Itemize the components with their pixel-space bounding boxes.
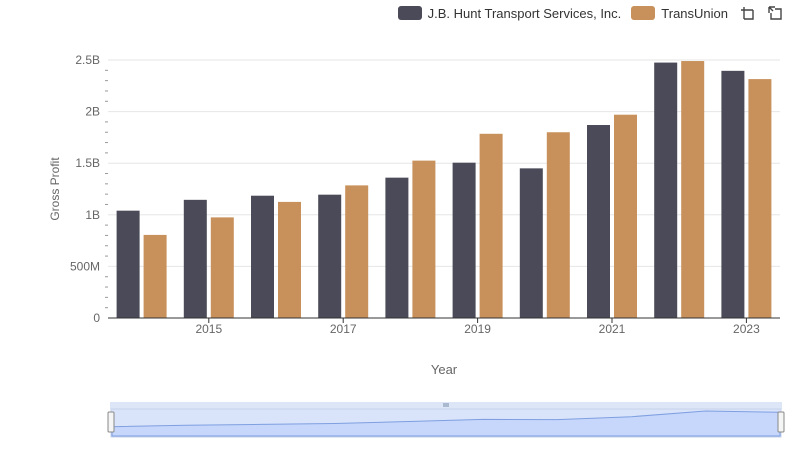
bar[interactable] — [143, 234, 167, 318]
bar[interactable] — [587, 125, 610, 319]
bar[interactable] — [210, 217, 234, 318]
navigator[interactable] — [107, 402, 785, 438]
bar[interactable] — [519, 168, 543, 318]
bar[interactable] — [614, 114, 637, 318]
y-axis-minor-ticks — [105, 69, 108, 309]
bar[interactable] — [452, 162, 476, 318]
legend-item-transunion[interactable]: TransUnion — [631, 6, 728, 21]
x-axis-title: Year — [431, 362, 458, 377]
legend-swatch-transunion — [631, 6, 656, 20]
bar[interactable] — [318, 194, 342, 318]
zoom-select-icon[interactable] — [738, 4, 756, 22]
bar[interactable] — [681, 61, 705, 318]
bar[interactable] — [546, 132, 570, 318]
legend-item-jb-hunt[interactable]: J.B. Hunt Transport Services, Inc. — [397, 5, 622, 21]
legend-label-transunion: TransUnion — [661, 5, 728, 21]
y-axis-ticks: 0 500M 1B 1.5B 2B 2.5B — [70, 53, 100, 325]
y-tick-label: 1.5B — [75, 156, 100, 170]
legend-swatch-jb-hunt — [397, 6, 422, 20]
grid-lines — [108, 59, 780, 267]
bar[interactable] — [183, 199, 207, 318]
bar[interactable] — [479, 133, 503, 318]
y-axis-title: Gross Profit — [48, 157, 62, 221]
bar[interactable] — [748, 79, 772, 318]
navigator-handle-right[interactable] — [777, 411, 785, 433]
navigator-grip[interactable] — [443, 403, 449, 407]
legend-label-jb-hunt: J.B. Hunt Transport Services, Inc. — [427, 5, 622, 21]
bars[interactable] — [116, 61, 772, 319]
bar[interactable] — [251, 195, 274, 318]
x-tick-label: 2015 — [195, 322, 222, 336]
bar[interactable] — [654, 62, 678, 318]
bar[interactable] — [116, 210, 140, 318]
navigator-handle-left[interactable] — [107, 411, 115, 433]
bar[interactable] — [385, 177, 409, 318]
x-tick-label: 2019 — [464, 322, 491, 336]
x-axis-ticks: 2015 2017 2019 2021 2023 — [195, 318, 760, 336]
x-tick-label: 2017 — [330, 322, 357, 336]
y-tick-label: 2B — [85, 105, 100, 119]
legend: J.B. Hunt Transport Services, Inc. Trans… — [397, 4, 784, 22]
y-tick-label: 2.5B — [75, 53, 100, 67]
y-tick-label: 1B — [85, 208, 100, 222]
zoom-reset-icon[interactable] — [766, 4, 784, 22]
x-tick-label: 2021 — [599, 322, 626, 336]
bar[interactable] — [412, 160, 436, 318]
y-tick-label: 500M — [70, 259, 100, 273]
bar[interactable] — [278, 201, 301, 318]
x-tick-label: 2023 — [733, 322, 760, 336]
bar[interactable] — [345, 185, 369, 318]
y-tick-label: 0 — [93, 311, 100, 325]
bar[interactable] — [721, 70, 745, 318]
